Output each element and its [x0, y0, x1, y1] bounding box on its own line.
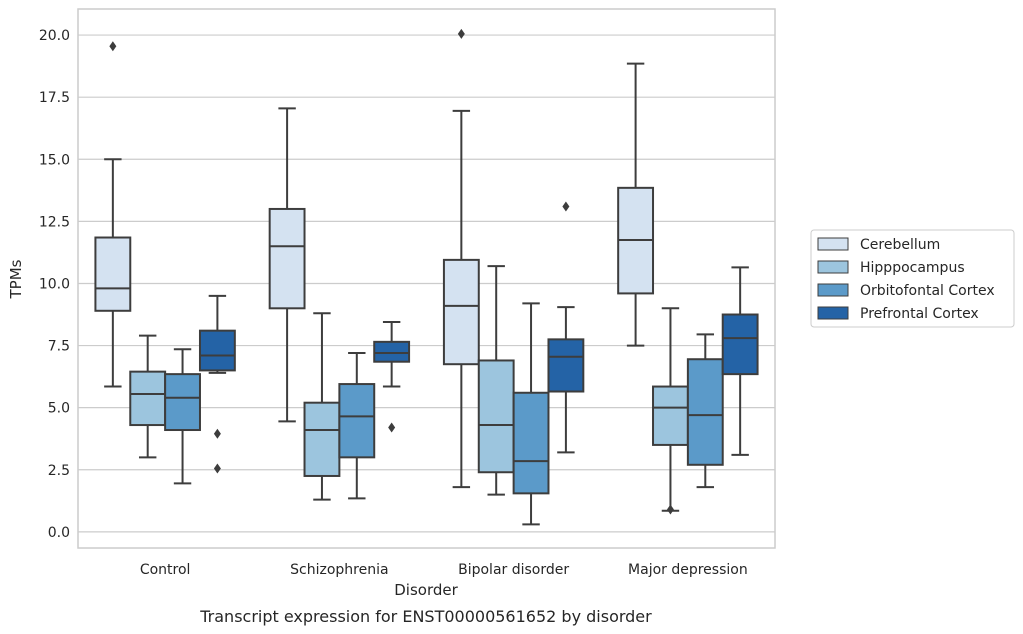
box-group [373, 320, 411, 433]
box-group [198, 294, 236, 474]
y-tick-label: 0.0 [48, 525, 70, 541]
legend: Cerebellum Hipppocampus Orbitofontal Corte… [810, 229, 1015, 328]
box-group [617, 62, 655, 347]
box [442, 258, 480, 366]
box [164, 373, 201, 432]
outlier-point [562, 201, 570, 212]
box [129, 370, 167, 427]
legend-label: Orbitofontal Cortex [860, 283, 995, 299]
box [721, 313, 759, 376]
box-group [164, 348, 201, 485]
box-group [442, 28, 480, 489]
y-tick-label: 5.0 [48, 401, 70, 417]
x-tick-label: Bipolar disorder [458, 562, 569, 578]
legend-swatch [817, 306, 849, 320]
outlier-point [109, 41, 117, 52]
x-tick-label: Schizophrenia [290, 562, 388, 578]
y-tick-labels: 0.0 2.5 5.0 7.5 10.0 12.5 15.0 17.5 20.0 [39, 28, 70, 541]
legend-swatch [817, 237, 849, 251]
x-axis-label: Disorder [394, 581, 458, 599]
box [547, 338, 585, 393]
box-group [94, 41, 132, 388]
legend-frame [810, 229, 1015, 328]
chart-caption: Transcript expression for ENST0000056165… [199, 607, 652, 626]
box [94, 236, 132, 312]
x-tick-label: Major depression [628, 562, 748, 578]
box-groups [94, 28, 759, 526]
plot-frame [77, 8, 776, 549]
box-group [477, 265, 515, 496]
legend-label: Cerebellum [860, 237, 940, 253]
legend-label: Hipppocampus [860, 260, 965, 276]
x-tick-label: Control [140, 562, 191, 578]
outlier-point [213, 428, 221, 439]
box-group [268, 107, 306, 423]
plot-background [78, 9, 775, 548]
y-tick-label: 7.5 [48, 339, 70, 355]
box [652, 385, 689, 446]
y-tick-label: 20.0 [39, 28, 70, 44]
y-axis-label: TPMs [7, 259, 25, 299]
box [373, 340, 411, 363]
box [198, 329, 236, 372]
box-group [547, 201, 585, 454]
y-tick-label: 10.0 [39, 276, 70, 292]
box-group [686, 333, 724, 489]
box-group [721, 266, 759, 456]
x-tick-labels: Control Schizophrenia Bipolar disorder Majo… [140, 562, 748, 578]
box [268, 207, 306, 310]
legend-label: Prefrontal Cortex [860, 306, 979, 322]
outlier-point [213, 463, 221, 474]
legend-swatch [817, 283, 849, 297]
box [512, 391, 550, 495]
box-group [512, 302, 550, 526]
y-tick-label: 2.5 [48, 463, 70, 479]
box [338, 383, 376, 459]
outlier-point [666, 504, 674, 515]
legend-swatch [817, 260, 849, 274]
box-group [652, 307, 689, 515]
y-tick-label: 17.5 [39, 90, 70, 106]
box [303, 401, 341, 477]
box [686, 358, 724, 466]
y-tick-label: 12.5 [39, 214, 70, 230]
outlier-point [457, 28, 465, 39]
outlier-point [388, 422, 396, 433]
box [477, 359, 515, 474]
y-tick-label: 15.0 [39, 152, 70, 168]
box-group [338, 352, 376, 500]
